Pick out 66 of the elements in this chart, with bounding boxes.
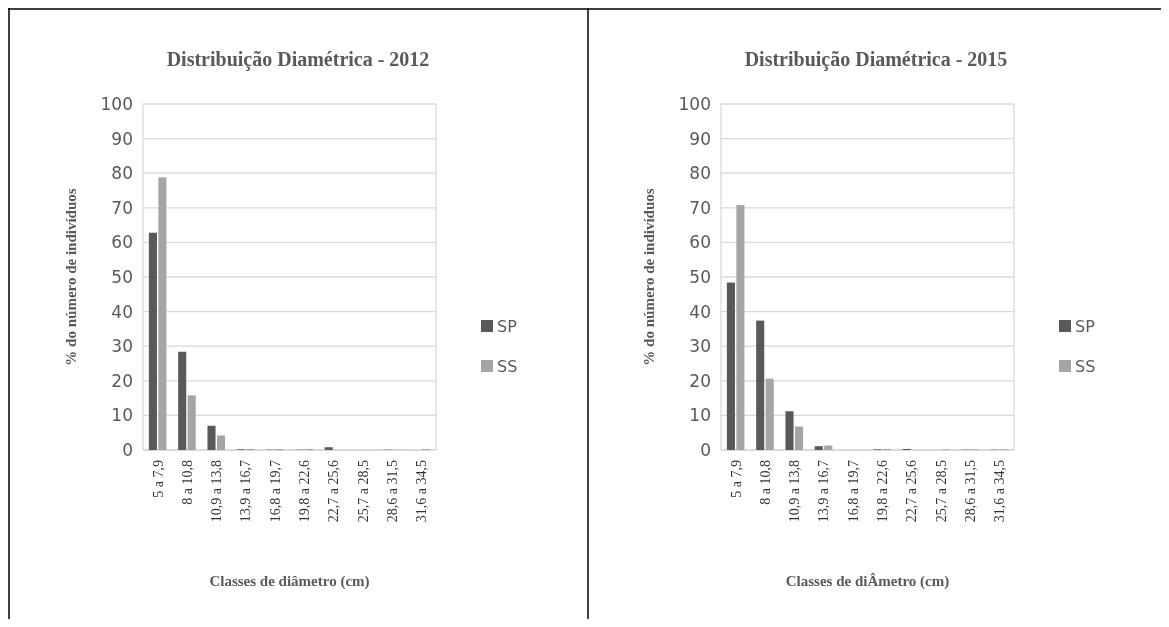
bar bbox=[148, 232, 157, 450]
bar bbox=[178, 351, 187, 450]
legend-label: SP bbox=[1075, 316, 1096, 336]
x-tick-label: 31,6 a 34,5 bbox=[414, 460, 430, 523]
bar bbox=[736, 205, 745, 450]
bar bbox=[765, 378, 774, 450]
y-tick-label: 50 bbox=[111, 266, 133, 287]
x-tick-label: 22,7 a 25,6 bbox=[326, 460, 342, 523]
y-tick-label: 60 bbox=[689, 232, 711, 253]
y-tick-label: 10 bbox=[689, 405, 711, 426]
y-tick-label: 90 bbox=[689, 128, 711, 149]
bar bbox=[207, 425, 216, 450]
y-axis-title: % do número de indivíduos bbox=[63, 188, 79, 366]
y-tick-label: 70 bbox=[689, 197, 711, 218]
y-tick-label: 80 bbox=[111, 163, 133, 184]
y-tick-label: 70 bbox=[111, 197, 133, 218]
y-axis-title: % do número de indivíduos bbox=[641, 188, 657, 366]
y-tick-label: 0 bbox=[700, 439, 711, 460]
x-tick-label: 19,8 a 22,6 bbox=[875, 460, 891, 523]
y-tick-label: 40 bbox=[689, 301, 711, 322]
bar bbox=[794, 426, 804, 450]
chart-title: Distribuição Diamétrica - 2012 bbox=[166, 48, 430, 71]
y-tick-label: 40 bbox=[111, 301, 133, 322]
y-tick-label: 20 bbox=[689, 370, 711, 391]
x-tick-label: 10,9 a 13,8 bbox=[209, 460, 225, 523]
y-tick-label: 60 bbox=[111, 232, 133, 253]
x-tick-label: 8 a 10,8 bbox=[757, 460, 773, 505]
legend-label: SP bbox=[497, 316, 518, 336]
y-tick-label: 30 bbox=[111, 336, 133, 357]
legend-label: SS bbox=[497, 356, 518, 376]
x-tick-label: 5 a 7,9 bbox=[728, 460, 744, 498]
x-tick-label: 28,6 a 31,5 bbox=[384, 460, 400, 523]
legend-label: SS bbox=[1075, 356, 1096, 376]
bar bbox=[158, 177, 167, 450]
chart-title: Distribuição Diamétrica - 2015 bbox=[744, 48, 1008, 71]
x-tick-label: 10,9 a 13,8 bbox=[787, 460, 803, 523]
y-tick-label: 20 bbox=[111, 370, 133, 391]
bar bbox=[785, 411, 794, 450]
y-tick-label: 30 bbox=[689, 336, 711, 357]
bar bbox=[726, 282, 735, 450]
y-tick-label: 10 bbox=[111, 405, 133, 426]
x-tick-label: 16,8 a 19,7 bbox=[267, 460, 283, 523]
y-tick-label: 100 bbox=[678, 93, 711, 114]
x-tick-label: 13,9 a 16,7 bbox=[238, 460, 254, 523]
x-tick-label: 19,8 a 22,6 bbox=[297, 460, 313, 523]
x-axis-title: Classes de diâmetro (cm) bbox=[209, 573, 370, 590]
bar bbox=[216, 435, 226, 450]
bar bbox=[324, 447, 333, 450]
x-tick-label: 31,6 a 34,5 bbox=[992, 460, 1008, 523]
x-tick-label: 25,7 a 28,5 bbox=[355, 460, 371, 523]
x-tick-label: 8 a 10,8 bbox=[179, 460, 195, 505]
y-tick-label: 80 bbox=[689, 163, 711, 184]
y-tick-label: 0 bbox=[122, 439, 133, 460]
bar bbox=[814, 446, 823, 450]
y-tick-label: 90 bbox=[111, 128, 133, 149]
x-tick-label: 13,9 a 16,7 bbox=[816, 460, 832, 523]
x-tick-label: 28,6 a 31,5 bbox=[962, 460, 978, 523]
bar bbox=[187, 395, 196, 450]
x-tick-label: 25,7 a 28,5 bbox=[933, 460, 949, 523]
y-tick-label: 50 bbox=[689, 266, 711, 287]
x-axis-title: Classes de diÂmetro (cm) bbox=[785, 573, 950, 590]
bar bbox=[756, 320, 765, 450]
x-tick-label: 16,8 a 19,7 bbox=[845, 460, 861, 523]
x-tick-label: 22,7 a 25,6 bbox=[904, 460, 920, 523]
x-tick-label: 5 a 7,9 bbox=[150, 460, 166, 498]
y-tick-label: 100 bbox=[100, 93, 133, 114]
